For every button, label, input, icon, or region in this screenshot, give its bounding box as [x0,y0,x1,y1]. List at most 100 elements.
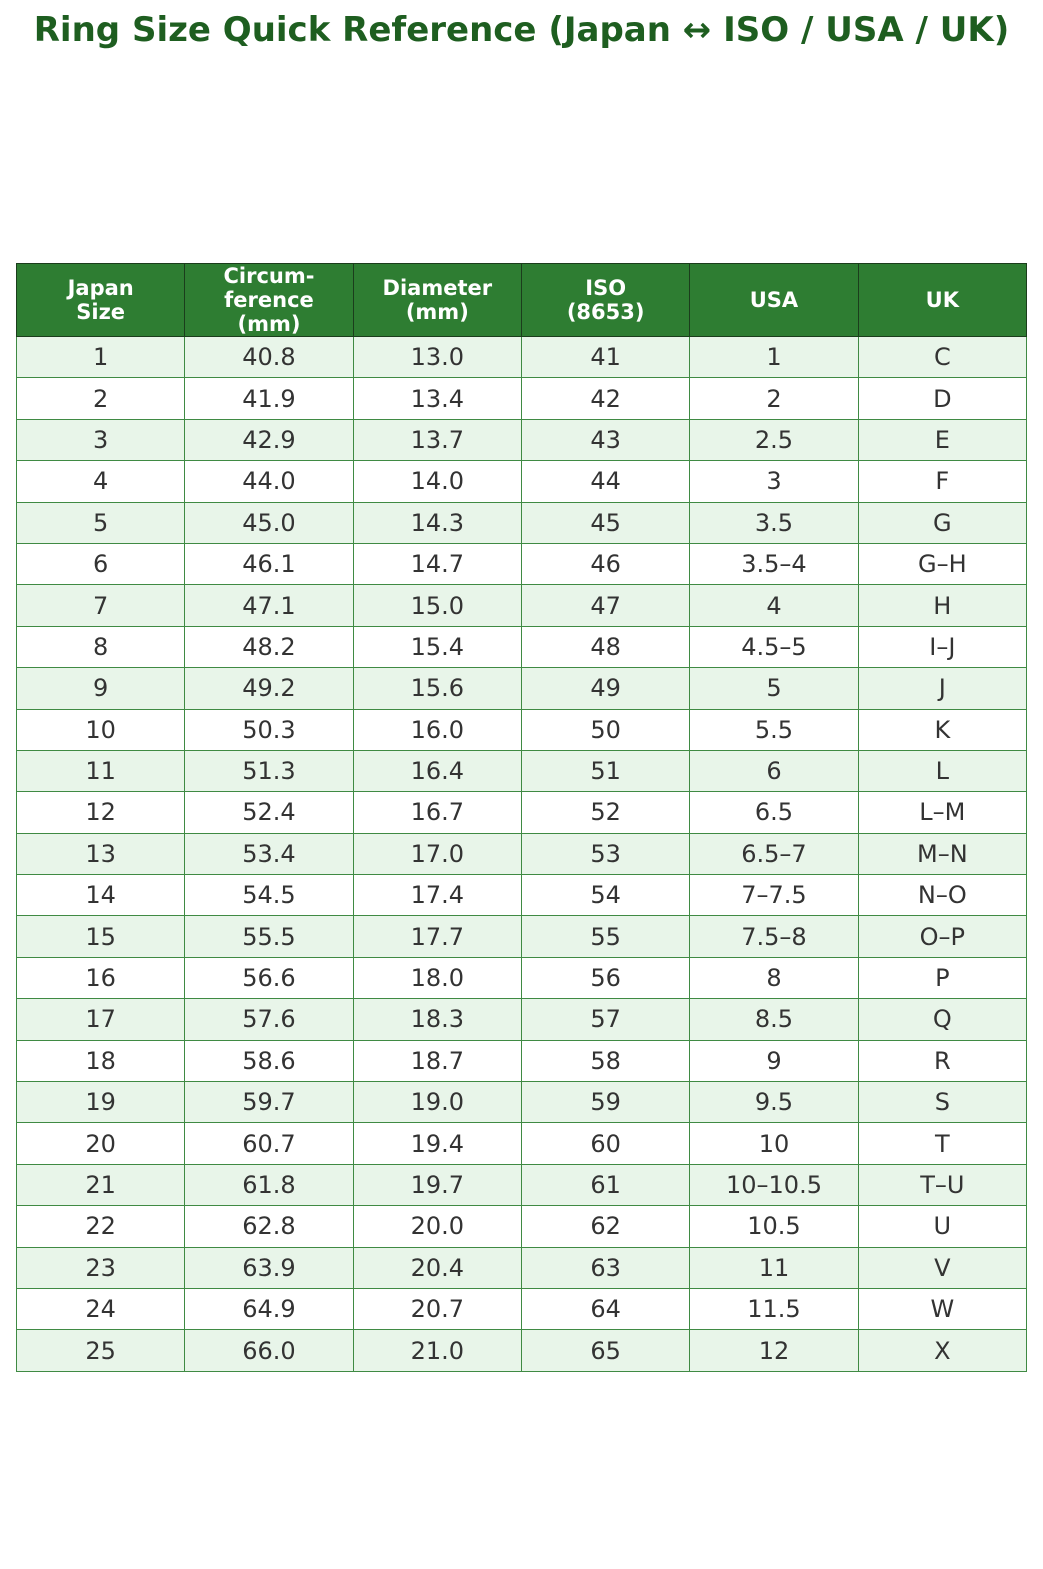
header-cell: Japan Size [15,263,186,337]
table-cell: G [857,501,1028,544]
table-cell: K [857,708,1028,751]
table-cell: 43 [520,418,691,462]
table-row: 3 42.9 13.7 43 2.5 E [15,418,1028,462]
table-cell: 48.2 [184,625,354,669]
table-cell: 63.9 [184,1246,354,1289]
table-cell: 15.6 [352,667,522,710]
table-cell: 6 [15,542,186,586]
table-cell: 64.9 [184,1287,354,1331]
table-row: 17 57.6 18.3 57 8.5 Q [15,998,1028,1041]
table-cell: 20.0 [352,1205,522,1248]
table-cell: 62 [520,1205,691,1248]
table-cell: 58 [520,1039,691,1083]
table-cell: 44 [520,460,691,503]
table-cell: 13.0 [352,335,522,379]
table-cell: L [857,749,1028,793]
table-cell: 4.5–5 [689,625,859,669]
table-cell: 10 [689,1122,859,1165]
table-cell: 13.7 [352,418,522,462]
header-cell: ISO (8653) [520,263,691,337]
table-cell: 63 [520,1246,691,1289]
table-cell: J [857,667,1028,710]
table-cell: 16.0 [352,708,522,751]
table-cell: 16 [15,956,186,1000]
table-row: 13 53.4 17.0 53 6.5–7 M–N [15,832,1028,876]
table-cell: 60 [520,1122,691,1165]
table-body: 1 40.8 13.0 41 1 C 2 41.9 13.4 42 2 D 3 42.9 13.7 43 2.5… [15,335,1028,1372]
table-cell: 46.1 [184,542,354,586]
table-cell: 50 [520,708,691,751]
table-row: 11 51.3 16.4 51 6 L [15,749,1028,793]
table-cell: T [857,1122,1028,1165]
header-cell: Circum- ference (mm) [184,263,354,337]
table-cell: 6 [689,749,859,793]
table-row: 19 59.7 19.0 59 9.5 S [15,1081,1028,1124]
table-row: 21 61.8 19.7 61 10–10.5 T–U [15,1163,1028,1207]
table-cell: 14.0 [352,460,522,503]
table-cell: 15 [15,915,186,958]
table-cell: M–N [857,832,1028,876]
table-row: 24 64.9 20.7 64 11.5 W [15,1287,1028,1331]
table-row: 9 49.2 15.6 49 5 J [15,667,1028,710]
table-cell: 14.7 [352,542,522,586]
table-cell: 56.6 [184,956,354,1000]
table-cell: 3 [689,460,859,503]
table-cell: 9 [15,667,186,710]
table-cell: 18.7 [352,1039,522,1083]
table-cell: 49.2 [184,667,354,710]
table-cell: 13 [15,832,186,876]
table-cell: 16.4 [352,749,522,793]
table-cell: 18.0 [352,956,522,1000]
table-cell: 15.0 [352,584,522,627]
table-cell: 54.5 [184,874,354,917]
table-cell: 1 [689,335,859,379]
table-cell: W [857,1287,1028,1331]
table-row: 14 54.5 17.4 54 7–7.5 N–O [15,874,1028,917]
header-cell: USA [689,263,859,337]
table-cell: T–U [857,1163,1028,1207]
table-cell: 17.0 [352,832,522,876]
table-cell: 51 [520,749,691,793]
table-cell: 2 [689,377,859,420]
table-cell: 66.0 [184,1329,354,1372]
table-cell: F [857,460,1028,503]
table-cell: 17.4 [352,874,522,917]
table-cell: 47 [520,584,691,627]
table-cell: U [857,1205,1028,1248]
table-cell: 17 [15,998,186,1041]
table-cell: 45.0 [184,501,354,544]
table-cell: 14.3 [352,501,522,544]
table-cell: 49 [520,667,691,710]
table-cell: X [857,1329,1028,1372]
table-cell: V [857,1246,1028,1289]
table-cell: 3.5 [689,501,859,544]
table-row: 23 63.9 20.4 63 11 V [15,1246,1028,1289]
table-cell: 11 [689,1246,859,1289]
table-cell: 61 [520,1163,691,1207]
table-header: Japan Size Circum- ference (mm) Diameter (… [15,263,1028,337]
table-cell: 5 [15,501,186,544]
table-cell: P [857,956,1028,1000]
table-cell: 12 [689,1329,859,1372]
table-cell: O–P [857,915,1028,958]
table-cell: 20.4 [352,1246,522,1289]
table-cell: S [857,1081,1028,1124]
table-row: 5 45.0 14.3 45 3.5 G [15,501,1028,544]
table-cell: 8 [15,625,186,669]
table-cell: 19 [15,1081,186,1124]
table-cell: 14 [15,874,186,917]
table-row: 25 66.0 21.0 65 12 X [15,1329,1028,1372]
table-cell: 7 [15,584,186,627]
table-cell: 11 [15,749,186,793]
table-cell: 60.7 [184,1122,354,1165]
table-cell: 51.3 [184,749,354,793]
table-cell: C [857,335,1028,379]
table-cell: 6.5 [689,791,859,834]
table-row: 7 47.1 15.0 47 4 H [15,584,1028,627]
table-cell: 16.7 [352,791,522,834]
table-cell: 50.3 [184,708,354,751]
table-cell: 42.9 [184,418,354,462]
table-cell: 44.0 [184,460,354,503]
